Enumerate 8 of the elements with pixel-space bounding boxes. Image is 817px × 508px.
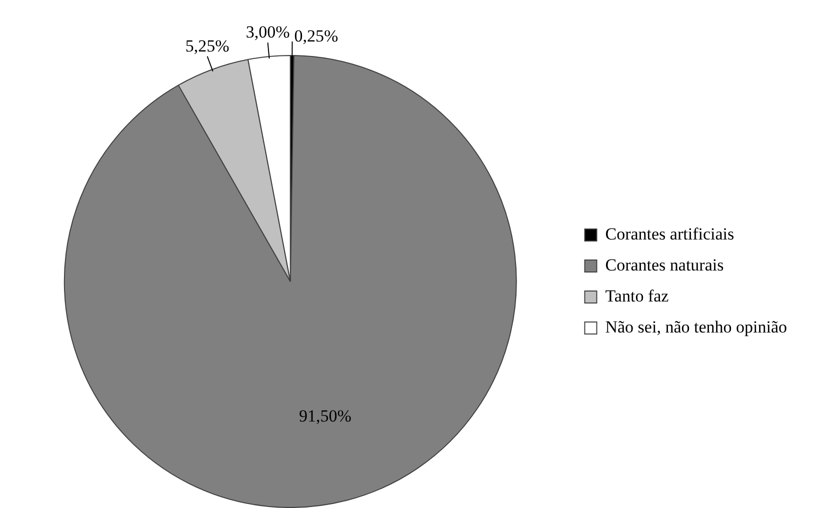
legend-label: Corantes artificiais — [605, 224, 734, 244]
legend-label: Corantes naturais — [605, 255, 724, 274]
data-label: 91,50% — [299, 406, 352, 426]
legend-label: Não sei, não tenho opinião — [605, 317, 788, 336]
legend-label: Tanto faz — [605, 286, 670, 306]
data-label: 5,25% — [185, 36, 230, 56]
data-label: 3,00% — [246, 22, 290, 42]
data-label: 0,25% — [294, 26, 338, 46]
